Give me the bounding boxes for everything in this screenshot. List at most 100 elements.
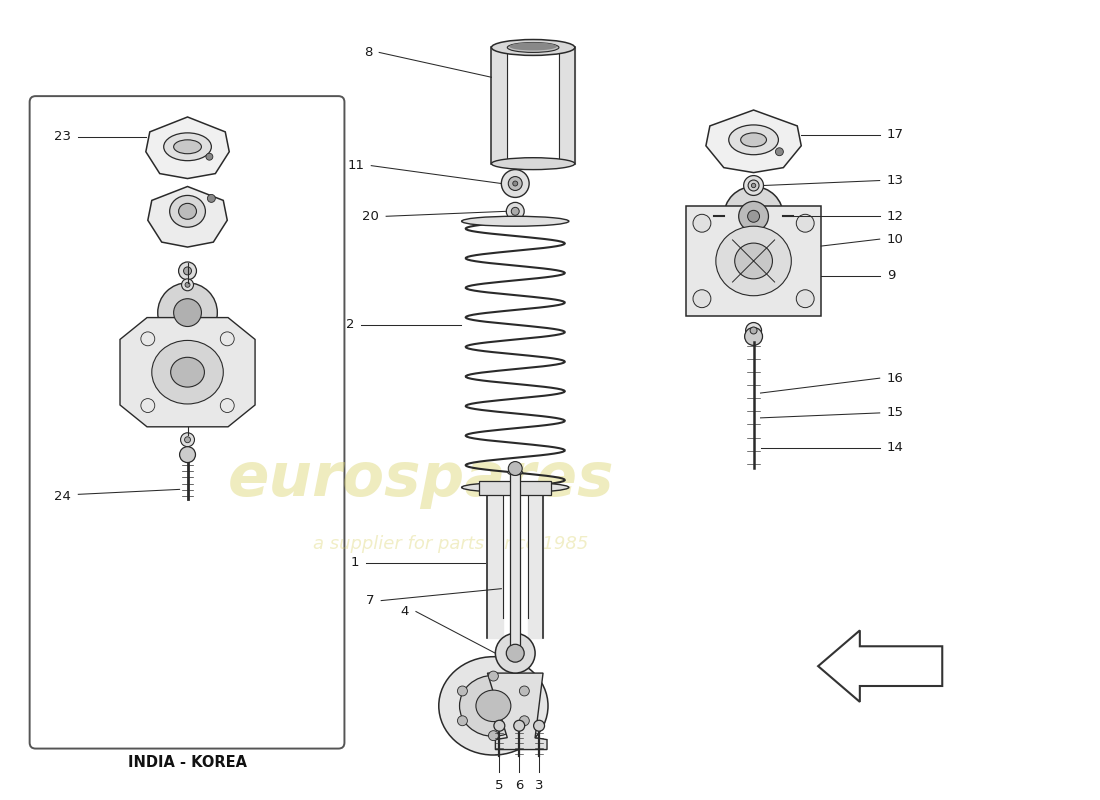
Ellipse shape: [492, 158, 575, 170]
Text: 12: 12: [887, 210, 903, 222]
Text: 24: 24: [55, 490, 72, 503]
Circle shape: [512, 207, 519, 215]
Circle shape: [502, 170, 529, 198]
Circle shape: [220, 398, 234, 413]
Bar: [480, 482, 551, 495]
Text: 4: 4: [400, 605, 409, 618]
Polygon shape: [147, 186, 228, 247]
Ellipse shape: [740, 133, 767, 146]
Ellipse shape: [462, 216, 569, 226]
Circle shape: [184, 267, 191, 275]
Ellipse shape: [169, 195, 206, 227]
Circle shape: [748, 210, 759, 222]
Circle shape: [208, 194, 216, 202]
Text: 2: 2: [345, 318, 354, 331]
Circle shape: [174, 298, 201, 326]
Ellipse shape: [174, 140, 201, 154]
Polygon shape: [146, 117, 229, 178]
Circle shape: [796, 290, 814, 308]
Text: 13: 13: [887, 174, 903, 187]
Circle shape: [180, 433, 195, 446]
Ellipse shape: [508, 470, 522, 475]
Circle shape: [746, 322, 761, 338]
Circle shape: [141, 398, 155, 413]
Ellipse shape: [170, 358, 205, 387]
Ellipse shape: [178, 203, 197, 219]
Ellipse shape: [716, 226, 791, 296]
Circle shape: [508, 177, 522, 190]
Circle shape: [519, 686, 529, 696]
Circle shape: [220, 332, 234, 346]
Text: eurospares: eurospares: [228, 450, 614, 509]
Polygon shape: [686, 206, 821, 315]
Ellipse shape: [462, 482, 569, 492]
Circle shape: [506, 644, 525, 662]
Ellipse shape: [439, 657, 548, 755]
Circle shape: [534, 720, 544, 731]
FancyBboxPatch shape: [30, 96, 344, 749]
Circle shape: [488, 671, 498, 681]
Circle shape: [185, 282, 190, 287]
Text: 7: 7: [365, 594, 374, 607]
Circle shape: [182, 279, 194, 290]
Circle shape: [141, 332, 155, 346]
Circle shape: [796, 214, 814, 232]
Text: 5: 5: [495, 779, 504, 792]
Circle shape: [519, 716, 529, 726]
Text: 16: 16: [887, 372, 903, 385]
Circle shape: [458, 716, 468, 726]
Ellipse shape: [728, 125, 779, 154]
Circle shape: [724, 186, 783, 246]
Circle shape: [744, 175, 763, 195]
Polygon shape: [120, 318, 255, 427]
Circle shape: [508, 462, 522, 475]
Circle shape: [506, 202, 525, 220]
Circle shape: [179, 446, 196, 462]
Circle shape: [776, 148, 783, 156]
Ellipse shape: [509, 42, 557, 50]
Ellipse shape: [164, 133, 211, 161]
Text: 6: 6: [515, 779, 524, 792]
Circle shape: [514, 720, 525, 731]
Text: 17: 17: [887, 128, 903, 142]
Text: 11: 11: [348, 159, 364, 172]
Text: 20: 20: [362, 210, 380, 222]
Ellipse shape: [460, 675, 527, 736]
Ellipse shape: [476, 690, 510, 722]
Ellipse shape: [152, 341, 223, 404]
Ellipse shape: [735, 243, 772, 279]
Polygon shape: [706, 110, 801, 173]
Text: INDIA - KOREA: INDIA - KOREA: [128, 754, 246, 770]
Circle shape: [494, 720, 505, 731]
Text: 9: 9: [887, 270, 895, 282]
Ellipse shape: [487, 483, 543, 491]
Ellipse shape: [507, 42, 559, 53]
Text: 14: 14: [887, 441, 903, 454]
Circle shape: [495, 634, 535, 673]
Text: 1: 1: [351, 556, 360, 570]
Circle shape: [513, 181, 518, 186]
Text: 23: 23: [54, 130, 72, 143]
Circle shape: [185, 437, 190, 442]
Circle shape: [178, 262, 197, 280]
Polygon shape: [487, 673, 547, 750]
Circle shape: [748, 180, 759, 191]
Circle shape: [157, 283, 218, 342]
Text: 8: 8: [364, 46, 372, 59]
Circle shape: [693, 214, 711, 232]
Text: 15: 15: [887, 406, 903, 419]
Ellipse shape: [492, 39, 575, 55]
Circle shape: [745, 327, 762, 346]
Bar: [510, 473, 520, 648]
Circle shape: [458, 686, 468, 696]
Circle shape: [206, 154, 213, 160]
Text: 3: 3: [535, 779, 543, 792]
Circle shape: [751, 183, 756, 188]
Text: 10: 10: [887, 233, 903, 246]
Polygon shape: [818, 630, 943, 702]
Text: a supplier for parts since 1985: a supplier for parts since 1985: [314, 535, 588, 553]
Circle shape: [750, 327, 757, 334]
Circle shape: [488, 730, 498, 741]
Circle shape: [693, 290, 711, 308]
Circle shape: [739, 202, 769, 231]
